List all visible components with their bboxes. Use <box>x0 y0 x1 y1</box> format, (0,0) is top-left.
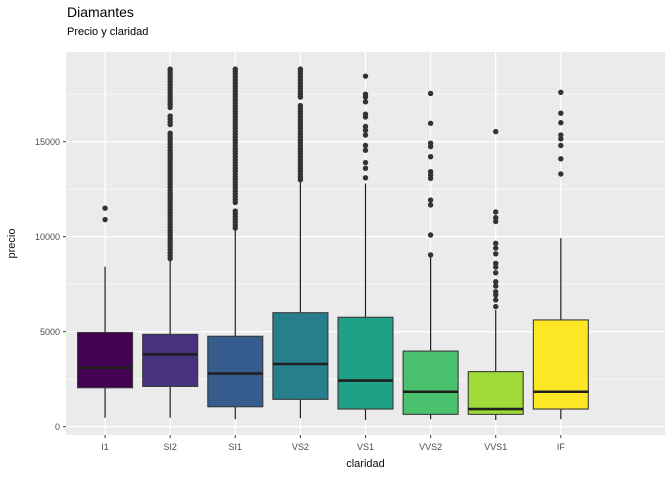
outlier-point <box>493 240 499 247</box>
outlier-point <box>558 171 564 177</box>
outlier-point <box>493 215 499 221</box>
outlier-point <box>232 208 238 214</box>
outlier-point <box>493 303 499 310</box>
outlier-point <box>493 209 499 215</box>
boxplot-VVS2 <box>402 90 459 420</box>
outlier-point <box>427 232 434 238</box>
plot-title: Diamantes <box>67 4 134 20</box>
iqr-box <box>532 319 589 410</box>
y-tick-label: 10000 <box>35 232 60 242</box>
boxplot-VS2 <box>272 66 329 419</box>
outlier-point <box>558 89 564 96</box>
outlier-point <box>232 66 238 72</box>
y-tick-label: 5000 <box>40 327 60 337</box>
plot-subtitle: Precio y claridad <box>67 26 149 38</box>
iqr-box <box>207 335 264 408</box>
outlier-point <box>558 156 564 162</box>
iqr-box <box>337 316 394 410</box>
outlier-point <box>427 169 434 175</box>
boxplot-SI1 <box>207 66 264 420</box>
outlier-point <box>558 120 564 126</box>
outlier-point <box>493 283 499 289</box>
outlier-point <box>427 90 434 97</box>
outlier-point <box>427 197 434 203</box>
outlier-point <box>297 102 304 109</box>
outlier-point <box>427 120 434 126</box>
outlier-point <box>167 113 173 119</box>
outlier-point <box>362 123 369 130</box>
outlier-point <box>362 165 369 171</box>
outlier-point <box>558 110 564 116</box>
iqr-box <box>467 371 524 415</box>
y-axis-title: precio <box>6 229 18 259</box>
outlier-point <box>558 136 564 142</box>
outlier-point <box>493 260 499 266</box>
boxplot-IF <box>532 89 589 420</box>
outlier-point <box>493 245 499 251</box>
x-tick-label: IF <box>557 442 566 452</box>
outlier-point <box>362 147 369 153</box>
outlier-point <box>493 297 499 303</box>
outlier-point <box>362 159 369 166</box>
y-tick-label: 15000 <box>35 137 60 147</box>
x-tick-label: VVS2 <box>419 442 442 452</box>
x-tick-label: VS2 <box>292 442 309 452</box>
outlier-point <box>362 99 369 105</box>
outlier-point <box>493 270 499 276</box>
x-tick-label: VS1 <box>357 442 374 452</box>
boxplot-SI2 <box>142 66 199 418</box>
boxplot-I1 <box>77 205 134 418</box>
outlier-point <box>362 111 369 117</box>
outlier-point <box>558 142 564 149</box>
x-tick-label: SI2 <box>163 442 177 452</box>
outlier-point <box>427 140 434 146</box>
outlier-point <box>362 132 369 138</box>
boxplots <box>77 66 589 421</box>
outlier-point <box>362 175 369 181</box>
outlier-point <box>297 66 304 72</box>
y-tick-label: 0 <box>55 422 60 432</box>
outlier-point <box>493 218 499 225</box>
outlier-point <box>427 252 434 258</box>
axes: 0 5000 10000 15000 I1 SI2 SI1 VS2 VS1 VVS2 VVS1 IF <box>35 137 565 452</box>
boxplot-VVS1 <box>467 128 524 421</box>
iqr-box <box>402 350 459 415</box>
outlier-point <box>167 130 173 136</box>
iqr-box <box>142 333 199 387</box>
outlier-point <box>362 91 369 97</box>
outlier-point <box>362 73 369 79</box>
outlier-point <box>558 132 564 138</box>
outlier-point <box>102 216 108 223</box>
boxplot-VS1 <box>337 73 394 421</box>
x-axis-title: claridad <box>346 458 385 470</box>
outlier-point <box>102 205 108 211</box>
outlier-point <box>493 264 499 270</box>
outlier-point <box>427 202 434 208</box>
x-tick-label: I1 <box>101 442 109 452</box>
iqr-box <box>77 331 134 389</box>
x-tick-label: SI1 <box>229 442 243 452</box>
x-tick-label: VVS1 <box>484 442 507 452</box>
outlier-point <box>362 142 369 149</box>
outlier-point <box>167 66 173 72</box>
outlier-point <box>493 289 499 295</box>
outlier-point <box>362 127 369 133</box>
outlier-point <box>427 154 434 160</box>
outlier-point <box>493 279 499 285</box>
iqr-box <box>272 312 329 400</box>
outlier-point <box>493 251 499 257</box>
outlier-point <box>493 128 499 135</box>
